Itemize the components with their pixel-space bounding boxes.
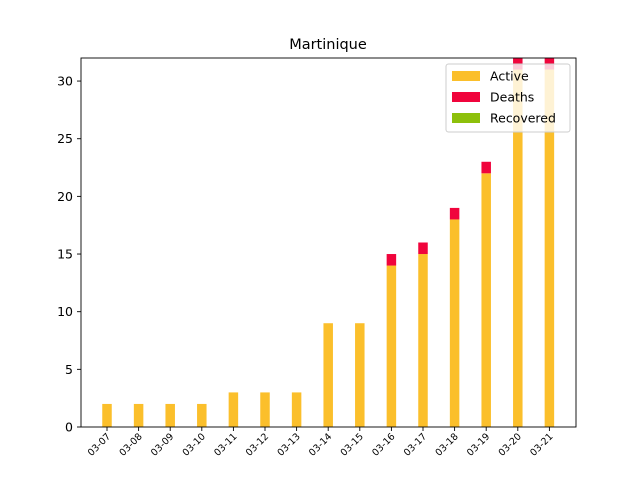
y-tick-label: 30 bbox=[57, 74, 73, 89]
bar-active-03-18 bbox=[449, 219, 460, 427]
bar-deaths-03-16 bbox=[386, 254, 397, 266]
y-tick-label: 20 bbox=[57, 189, 73, 204]
legend-label-active: Active bbox=[490, 69, 529, 84]
bar-active-03-12 bbox=[260, 392, 270, 427]
legend-swatch-active bbox=[452, 71, 480, 81]
legend-label-recovered: Recovered bbox=[490, 111, 556, 126]
chart-title: Martinique bbox=[289, 37, 367, 53]
bar-active-03-13 bbox=[291, 392, 302, 427]
bar-active-03-19 bbox=[481, 173, 491, 427]
bar-active-03-09 bbox=[165, 403, 175, 427]
bar-active-03-11 bbox=[228, 392, 239, 427]
y-tick-label: 5 bbox=[65, 362, 73, 377]
y-tick-label: 25 bbox=[57, 131, 73, 146]
bar-deaths-03-19 bbox=[481, 161, 491, 174]
y-tick-label: 0 bbox=[65, 420, 73, 435]
legend: Active Deaths Recovered bbox=[445, 63, 571, 133]
y-tick-label: 10 bbox=[57, 304, 73, 319]
bar-active-03-15 bbox=[355, 323, 365, 427]
legend-swatch-deaths bbox=[452, 92, 480, 102]
bar-active-03-17 bbox=[418, 254, 428, 427]
bar-active-03-10 bbox=[197, 403, 207, 427]
bar-deaths-03-18 bbox=[449, 207, 460, 220]
bar-active-03-20 bbox=[513, 69, 523, 427]
legend-swatch-recovered bbox=[452, 113, 480, 123]
bar-active-03-08 bbox=[133, 403, 144, 427]
bars-layer bbox=[102, 58, 555, 427]
y-tick-label: 15 bbox=[57, 247, 73, 262]
bar-active-03-21 bbox=[544, 69, 555, 427]
bar-active-03-07 bbox=[102, 403, 112, 427]
legend-label-deaths: Deaths bbox=[490, 90, 534, 105]
bar-deaths-03-17 bbox=[418, 242, 428, 255]
bar-active-03-16 bbox=[386, 265, 397, 427]
bar-active-03-14 bbox=[323, 323, 333, 427]
